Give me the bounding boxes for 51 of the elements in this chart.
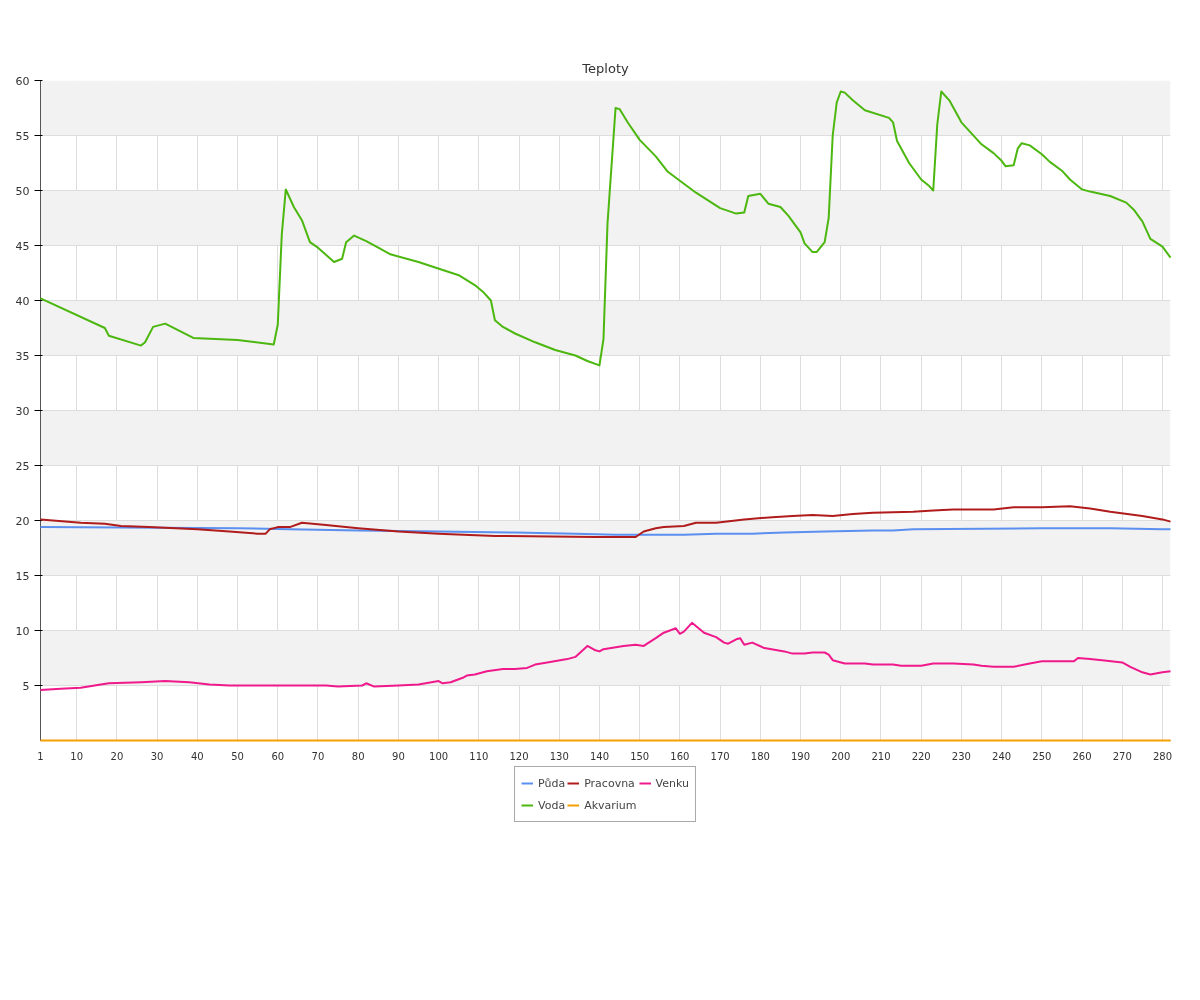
x-tick-label: 50	[231, 750, 244, 762]
x-tick-label: 80	[351, 750, 365, 762]
x-tick-label: 200	[831, 750, 851, 762]
x-tick-label: 170	[710, 750, 730, 762]
y-tick-label: 5	[22, 679, 30, 693]
x-tick-label: 210	[871, 750, 891, 762]
x-tick-label: 240	[992, 750, 1012, 762]
x-tick-label: 220	[911, 750, 931, 762]
x-tick-label: 10	[70, 750, 84, 762]
y-tick-label: 25	[15, 459, 30, 473]
y-tick-label: 60	[15, 74, 30, 88]
x-tick-label: 120	[509, 750, 529, 762]
line-series	[39, 505, 1172, 538]
x-tick-label: 250	[1032, 750, 1052, 762]
y-tick-label: 55	[15, 129, 30, 143]
x-tick-label: 40	[190, 750, 204, 762]
line-series	[39, 621, 1172, 691]
x-tick-label: 20	[110, 750, 124, 762]
y-tick-label: 20	[15, 514, 30, 528]
legend-label: Voda	[538, 798, 566, 812]
y-tick-label: 50	[15, 184, 30, 198]
x-tick-label: 1	[37, 750, 44, 762]
x-tick-label: 160	[670, 750, 690, 762]
x-tick-label: 270	[1112, 750, 1132, 762]
x-tick-label: 180	[750, 750, 770, 762]
legend-label: Akvarium	[584, 798, 637, 812]
x-tick-label: 60	[271, 750, 285, 762]
legend-label: Pracovna	[584, 776, 635, 790]
x-tick-label: 260	[1072, 750, 1092, 762]
line-series	[39, 90, 1172, 367]
legend-label: Půda	[538, 776, 566, 790]
y-tick-label: 30	[15, 404, 30, 418]
x-tick-label: 230	[951, 750, 971, 762]
x-tick-label: 70	[311, 750, 325, 762]
x-tick-label: 280	[1152, 750, 1173, 762]
x-tick-label: 130	[549, 750, 569, 762]
y-tick-label: 35	[15, 349, 30, 363]
y-tick-label: 45	[15, 239, 30, 253]
y-tick-label: 15	[15, 569, 30, 583]
y-tick-label: 10	[15, 624, 30, 638]
chart-title: Teploty	[581, 60, 629, 76]
y-tick-label: 40	[15, 294, 30, 308]
x-tick-label: 30	[150, 750, 164, 762]
x-tick-label: 190	[790, 750, 811, 762]
line-series	[39, 526, 1172, 536]
x-tick-label: 150	[630, 750, 650, 762]
legend-label: Venku	[655, 776, 689, 790]
x-tick-label: 140	[589, 750, 610, 762]
x-tick-label: 90	[392, 750, 405, 762]
x-tick-label: 110	[469, 750, 489, 762]
x-tick-label: 100	[429, 750, 449, 762]
